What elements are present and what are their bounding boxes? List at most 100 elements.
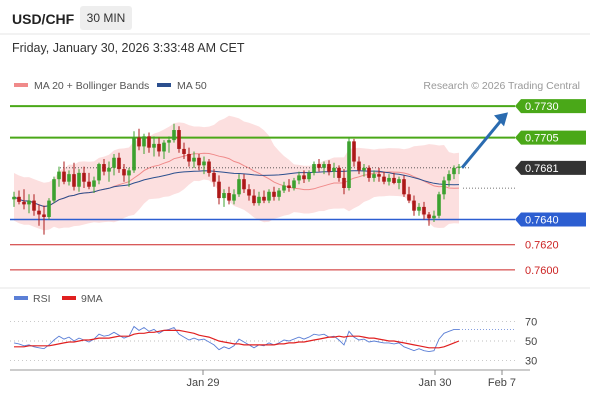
candle-body [172,130,176,141]
candle-body [237,179,241,195]
rsi-legend-swatch [14,296,28,300]
candle-body [222,193,226,199]
candle-body [252,195,256,204]
candle-body [17,196,21,202]
symbol-label: USD/CHF [12,11,75,27]
candle-body [42,214,46,217]
candle-body [207,161,211,173]
legend-ma50: MA 50 [157,80,207,92]
candle-body [92,180,96,187]
candle-body [47,200,51,217]
chart-header: USD/CHF 30 MIN [0,0,590,34]
candle-body [432,215,436,219]
candle-body [142,136,146,147]
candle-body [412,200,416,211]
candle-body [32,200,36,211]
legend-label-ma50: MA 50 [177,80,207,92]
candle-body [187,153,191,162]
candle-body [397,179,401,183]
level-label-box-support [515,212,586,227]
candle-body [167,140,171,143]
rsi-line [13,325,459,353]
candle-body [267,191,271,201]
candle-body [197,157,201,166]
candle-body [357,161,361,171]
candle-body [132,137,136,171]
candle-body [292,180,296,188]
candle-body [227,193,231,201]
credit-text: Research © 2026 Trading Central [423,80,580,92]
candle-body [257,196,261,204]
candle-body [282,185,286,191]
candle-body [297,175,301,181]
x-tick-label: Jan 29 [186,377,219,389]
x-tick-label: Feb 7 [488,377,516,389]
candle-body [232,194,236,201]
candle-body [152,143,156,148]
rsi-legend-label: 9MA [81,293,103,305]
candle-body [312,164,316,173]
candle-body [352,141,356,162]
legend-swatch-ma20 [14,83,28,88]
level-label-support: 0.7640 [525,215,559,227]
candle-body [122,169,126,176]
candle-body [67,174,71,182]
candle-body [332,167,336,172]
level-label-target: 0.7620 [525,240,559,252]
candle-body [457,166,461,168]
candle-body [202,161,206,166]
ma50-line [13,170,460,208]
level-label-resistance: 0.7730 [525,101,559,113]
candle-body [442,180,446,195]
candle-body [452,167,456,175]
timestamp: Friday, January 30, 2026 3:33:48 AM CET [12,41,245,55]
rsi-9ma-line [14,329,460,349]
candles-group [12,123,461,235]
candle-body [72,174,76,187]
candle-body [52,179,56,201]
candle-body [377,174,381,177]
level-label-target: 0.7600 [525,265,559,277]
candle-body [322,164,326,168]
candle-body [382,176,386,182]
legend-ma20-bollinger: MA 20 + Bollinger Bands [14,80,149,92]
candle-body [392,177,396,183]
candle-body [307,172,311,180]
level-label-resistance: 0.7705 [525,133,559,145]
candle-body [422,206,426,215]
candle-body [127,170,131,176]
timeframe-button[interactable]: 30 MIN [80,6,132,30]
candle-body [87,181,91,187]
candle-body [217,181,221,199]
candle-body [247,189,251,196]
candle-body [427,214,431,219]
candle-body [147,136,151,148]
candle-body [317,164,321,168]
candle-body [262,196,266,201]
legend-label-ma20: MA 20 + Bollinger Bands [34,80,150,92]
candle-body [37,210,41,215]
candle-body [327,164,331,172]
candle-body [62,171,66,182]
rsi-tick-label: 50 [525,336,537,348]
candle-body [82,172,86,182]
rsi-tick-label: 70 [525,317,537,329]
candle-body [27,200,31,205]
candle-body [362,167,366,171]
candle-body [192,157,196,162]
forecast-arrow-line [460,118,504,169]
level-label-box-resistance [515,130,586,145]
candle-body [242,179,246,190]
candle-body [372,174,376,178]
candle-body [137,137,141,147]
rsi-legend-label: RSI [33,293,51,305]
candle-body [337,167,341,178]
candle-body [347,141,351,188]
candle-body [177,130,181,149]
candle-body [117,157,121,170]
candle-body [302,175,306,180]
candle-body [387,177,391,182]
candle-body [402,179,406,195]
rsi-legend-swatch [62,296,76,300]
